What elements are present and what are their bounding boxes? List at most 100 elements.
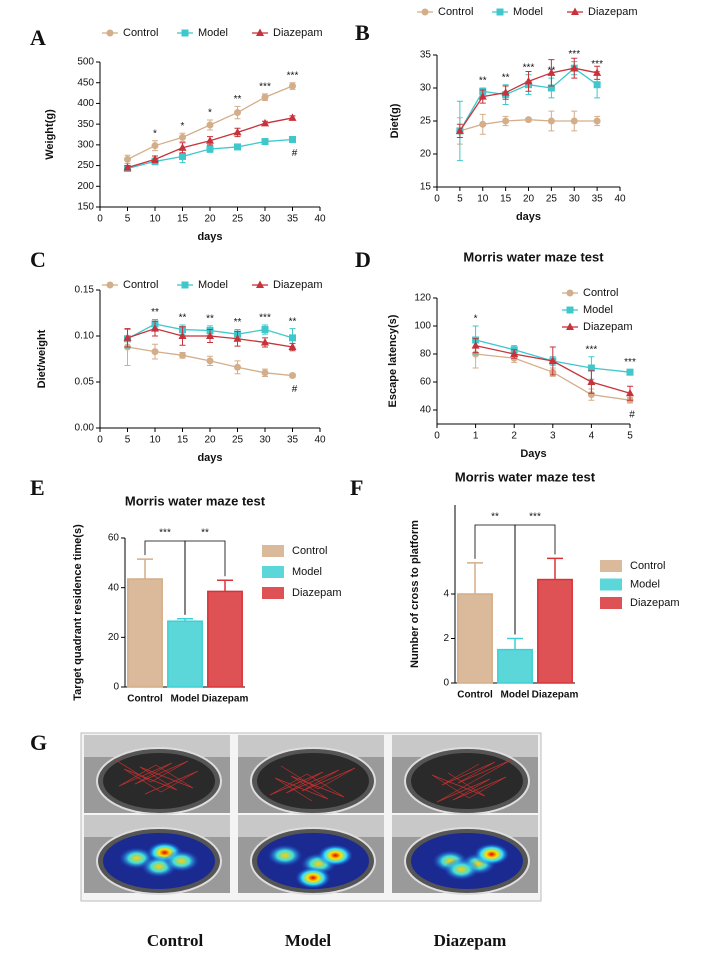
y-axis-label: Diet(g) [389,103,401,138]
significance: * [208,108,212,119]
x-tick-label: 35 [287,214,299,225]
marker [525,116,532,124]
x-tick-label: 40 [314,435,326,446]
legend-label: Model [513,6,543,18]
x-axis-label: days [516,211,541,223]
error-bar [507,637,523,650]
panel-label: A [30,25,46,50]
legend-label: Diazepam [630,597,680,609]
legend-marker [106,281,114,289]
y-tick-label: 500 [77,57,94,68]
error-bar [137,558,153,579]
marker [123,163,132,171]
legend-label: Control [292,545,327,557]
marker [501,88,510,96]
legend-marker [256,280,264,288]
marker [261,326,269,334]
marker [179,133,186,141]
y-tick-label: 100 [414,321,431,332]
x-tick-label: 20 [204,435,216,446]
y-tick-label: 0 [113,682,119,693]
photo-wall [392,815,538,837]
marker [151,142,159,150]
marker [289,82,296,90]
legend-marker [256,28,264,36]
significance: # [292,148,298,159]
significance: ** [201,528,209,539]
y-tick-label: 200 [77,181,94,192]
x-tick-label: 30 [259,214,271,225]
marker [289,372,296,380]
photo-wall [84,815,230,837]
y-tick-label: 0.15 [75,285,95,296]
y-tick-label: 4 [443,589,449,600]
legend-marker [181,29,189,37]
swim-track [113,758,199,795]
heat-spot [163,850,200,872]
marker [478,92,487,100]
legend-label: Control [583,287,618,299]
marker [151,348,159,356]
legend-swatch [262,566,284,578]
bar [127,578,163,688]
marker [179,351,186,359]
x-tick-label: 10 [477,194,489,205]
panel-label: C [30,247,46,272]
marker [547,68,556,76]
y-tick-label: 250 [77,160,94,171]
legend-label: Model [198,279,228,291]
y-tick-label: 400 [77,98,94,109]
marker [593,117,601,125]
marker [455,126,464,134]
error-bar [217,579,233,592]
x-tick-label: 30 [569,194,581,205]
x-tick-label: 20 [523,194,535,205]
marker [289,135,296,143]
chart-title: Morris water maze test [125,493,266,508]
significance: *** [568,49,580,60]
marker [234,143,241,151]
x-tick-label: 2 [511,431,517,442]
significance: ** [206,314,214,325]
chart-title: Morris water maze test [455,469,596,484]
legend-label: Control [123,27,158,39]
marker [593,81,601,89]
legend-swatch [262,587,284,599]
y-tick-label: 0.05 [75,377,95,388]
x-tick-label: 0 [434,194,440,205]
legend-label: Model [198,27,228,39]
y-tick-label: 40 [420,405,432,416]
y-tick-label: 350 [77,119,94,130]
panel-label: F [350,475,363,500]
legend-marker [106,29,114,37]
y-tick-label: 60 [108,533,120,544]
legend-marker [571,7,579,15]
significance: *** [287,70,299,81]
x-tick-label: 1 [473,431,479,442]
bar [167,620,203,688]
column-caption: Model [285,931,332,950]
legend-marker [421,8,429,16]
heat-spot [295,866,331,889]
x-tick-label: 10 [149,214,161,225]
significance: * [153,128,157,139]
significance: # [292,384,298,395]
significance: *** [259,313,271,324]
significance: *** [624,357,636,368]
marker [547,117,555,125]
bar [207,590,243,688]
marker [587,364,595,372]
heat-spot [317,844,354,867]
x-tick-label: 5 [457,194,463,205]
marker [593,68,602,76]
x-tick-label: 0 [97,435,103,446]
marker [289,334,296,342]
x-tick-label: Control [127,694,163,705]
significance: *** [591,59,603,70]
chart-title: Morris water maze test [463,249,604,264]
marker [206,331,214,339]
marker [547,84,555,92]
legend-swatch [600,597,622,609]
significance: ** [234,317,242,328]
x-tick-label: 40 [314,214,326,225]
